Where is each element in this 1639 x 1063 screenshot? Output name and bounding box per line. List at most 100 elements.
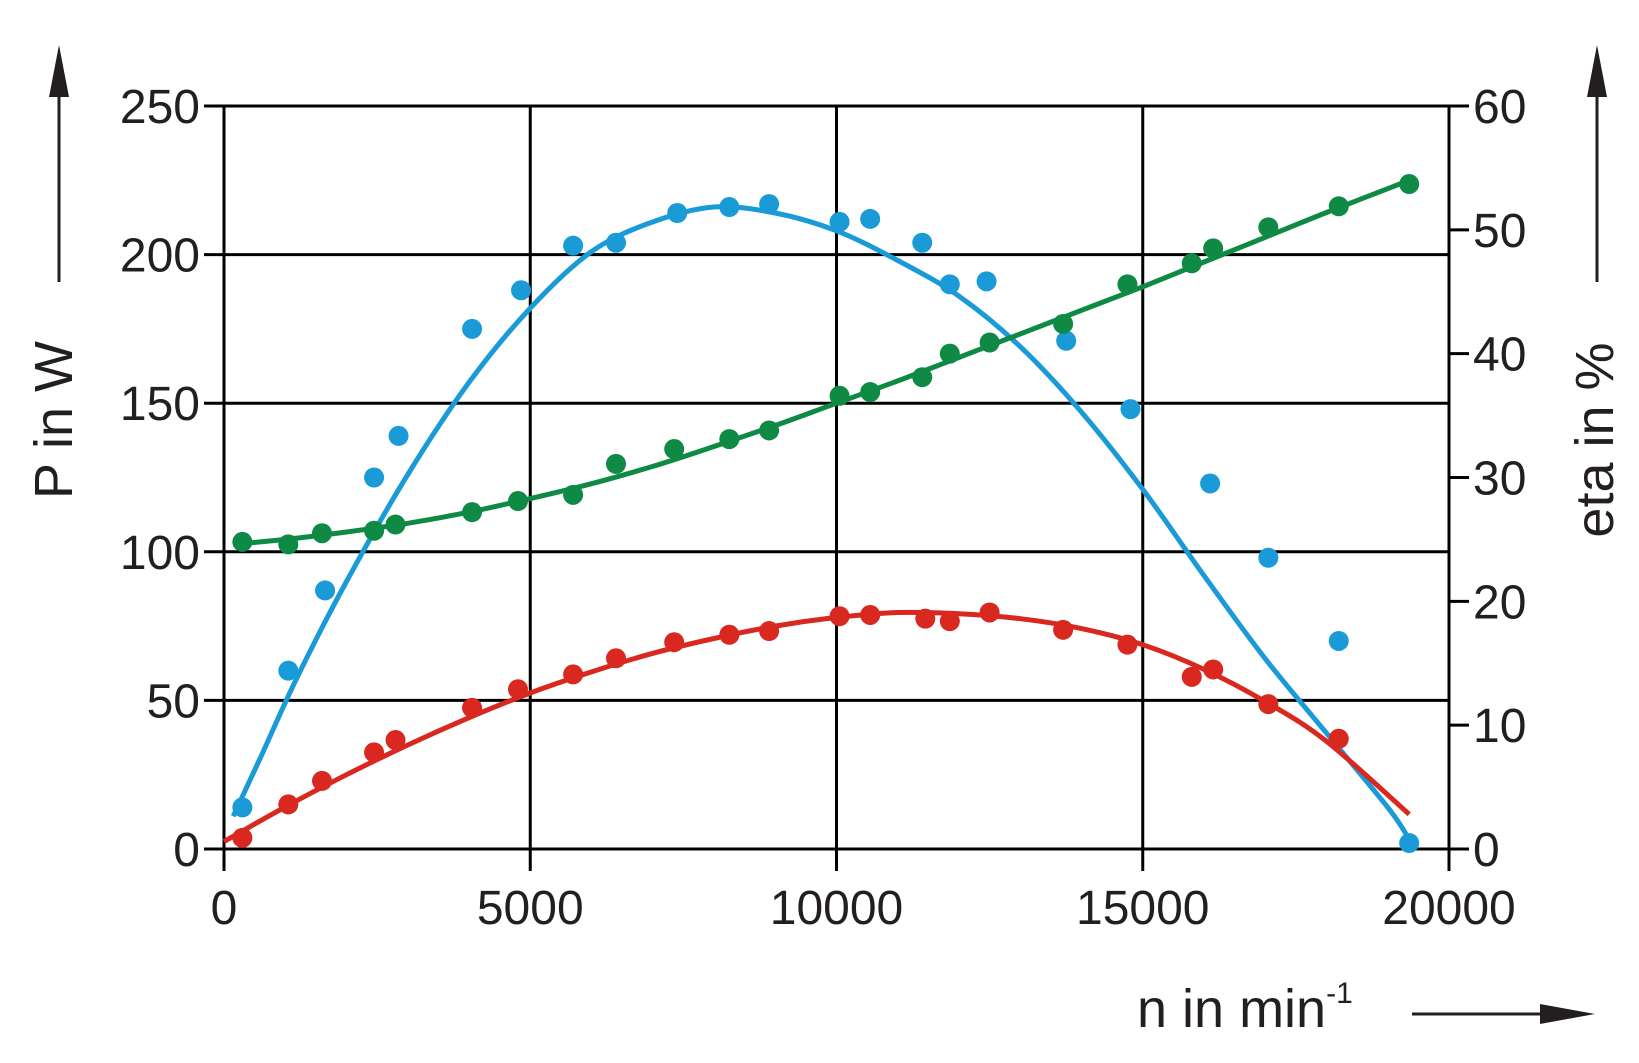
- data-point-series-2-8: [606, 648, 626, 669]
- data-point-series-2-1: [278, 794, 299, 815]
- data-point-series-0-11: [759, 194, 780, 215]
- x-axis-title-main: n in min: [1137, 979, 1326, 1039]
- data-point-series-1-18: [1117, 274, 1138, 295]
- data-point-series-2-5: [462, 697, 483, 718]
- y2-axis-arrow-head: [1587, 45, 1607, 97]
- data-point-series-0-9: [667, 202, 688, 223]
- y2-tick-label-10: 10: [1473, 700, 1526, 753]
- x-axis-title: n in min-1: [1137, 977, 1353, 1039]
- data-point-series-0-16: [976, 271, 997, 292]
- data-point-series-1-19: [1181, 253, 1202, 274]
- data-point-series-1-21: [1258, 217, 1279, 238]
- data-point-series-2-17: [1053, 619, 1074, 640]
- data-point-series-2-9: [664, 632, 685, 653]
- data-point-series-0-15: [939, 274, 960, 295]
- y2-tick-label-50: 50: [1473, 205, 1526, 258]
- data-point-series-1-14: [912, 367, 933, 388]
- x-axis-arrow-head: [1540, 1004, 1595, 1024]
- data-point-series-0-19: [1200, 473, 1221, 494]
- data-point-series-1-13: [860, 382, 881, 403]
- y-tick-label-0: 0: [173, 824, 200, 877]
- x-tick-label-0: 0: [211, 882, 238, 935]
- data-point-series-1-0: [232, 531, 253, 552]
- fit-curve-series-2: [222, 609, 1411, 844]
- data-point-series-1-10: [719, 429, 740, 450]
- data-point-series-0-18: [1120, 399, 1141, 420]
- data-point-series-1-16: [979, 332, 1000, 353]
- data-point-series-0-12: [829, 211, 850, 232]
- data-point-series-1-15: [939, 343, 960, 364]
- data-point-series-2-14: [915, 608, 936, 629]
- data-point-series-2-0: [232, 827, 253, 848]
- data-point-series-0-14: [912, 232, 933, 253]
- data-point-series-1-6: [508, 491, 528, 512]
- data-point-series-1-3: [364, 520, 385, 541]
- y2-tick-label-40: 40: [1473, 329, 1526, 382]
- data-point-series-1-8: [606, 453, 626, 474]
- data-point-series-2-22: [1328, 728, 1349, 749]
- y-axis-title: P in W: [24, 341, 84, 499]
- data-point-series-0-3: [364, 467, 385, 488]
- data-point-series-1-12: [829, 385, 850, 406]
- data-point-series-2-15: [939, 611, 960, 632]
- x-tick-label-20000: 20000: [1382, 882, 1515, 935]
- data-point-series-2-18: [1117, 634, 1138, 655]
- grid: [204, 104, 1451, 871]
- y2-tick-label-30: 30: [1473, 453, 1526, 506]
- x-axis-title-superscript: -1: [1326, 977, 1353, 1010]
- y2-axis-title-group: eta in %: [1565, 45, 1625, 538]
- x-tick-label-5000: 5000: [477, 882, 584, 935]
- data-point-series-0-22: [1399, 833, 1420, 854]
- fit-curve-series-0: [230, 204, 1409, 836]
- data-point-series-0-4: [388, 425, 409, 446]
- axes: [1449, 104, 1469, 851]
- y-tick-label-50: 50: [147, 675, 200, 728]
- data-point-series-0-0: [232, 797, 253, 818]
- y-tick-label-150: 150: [120, 378, 200, 431]
- x-axis-title-group: n in min-1: [1137, 977, 1595, 1039]
- x-tick-label-15000: 15000: [1076, 882, 1209, 935]
- data-point-series-0-6: [511, 280, 532, 301]
- data-point-series-2-2: [312, 770, 332, 791]
- data-point-series-0-8: [606, 232, 626, 253]
- data-point-series-2-11: [759, 621, 780, 642]
- data-point-series-2-6: [508, 679, 528, 700]
- data-point-series-1-1: [278, 534, 299, 555]
- data-point-series-0-7: [563, 235, 584, 256]
- data-point-series-1-17: [1053, 313, 1074, 334]
- data-point-series-2-12: [829, 606, 850, 627]
- y2-axis-title: eta in %: [1565, 342, 1625, 537]
- y-tick-label-100: 100: [120, 527, 200, 580]
- y-axis-title-group: P in W: [24, 45, 84, 499]
- data-point-series-2-4: [385, 730, 406, 751]
- y-tick-label-200: 200: [120, 230, 200, 283]
- data-point-series-1-22: [1328, 196, 1349, 217]
- data-point-series-0-17: [1056, 330, 1077, 351]
- data-point-series-2-3: [364, 742, 385, 763]
- data-point-series-1-5: [462, 502, 483, 523]
- data-point-series-1-23: [1399, 174, 1420, 195]
- y2-tick-label-0: 0: [1473, 824, 1500, 877]
- data-point-series-1-11: [759, 420, 780, 441]
- data-point-series-1-20: [1203, 238, 1224, 259]
- data-point-series-0-1: [278, 660, 299, 681]
- y2-tick-label-60: 60: [1473, 81, 1526, 134]
- data-point-series-0-20: [1258, 547, 1279, 568]
- data-point-series-2-19: [1181, 666, 1202, 687]
- data-point-series-1-4: [385, 514, 406, 535]
- data-point-series-0-2: [315, 580, 336, 601]
- data-point-series-2-10: [719, 624, 740, 645]
- data-point-series-2-16: [979, 602, 1000, 623]
- data-points: [232, 174, 1420, 854]
- data-point-series-1-9: [664, 439, 685, 460]
- data-point-series-2-20: [1203, 659, 1224, 680]
- y-tick-label-250: 250: [120, 81, 200, 134]
- data-point-series-2-21: [1258, 694, 1279, 715]
- y2-tick-label-20: 20: [1473, 576, 1526, 629]
- data-point-series-0-10: [719, 197, 740, 218]
- data-point-series-1-2: [312, 523, 332, 544]
- fit-curve-series-1: [232, 177, 1411, 547]
- x-tick-label-10000: 10000: [770, 882, 903, 935]
